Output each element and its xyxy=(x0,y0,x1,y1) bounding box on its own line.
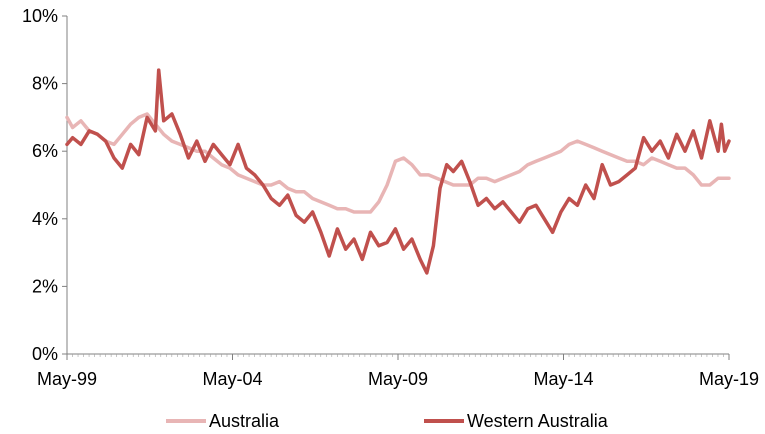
legend: Australia Western Australia xyxy=(166,411,609,431)
y-tick-label: 0% xyxy=(32,344,58,364)
y-tick-label: 10% xyxy=(22,6,58,26)
x-tick-label: May-04 xyxy=(202,369,262,389)
legend-label-western-australia: Western Australia xyxy=(467,411,609,431)
series-line-australia xyxy=(65,112,731,214)
legend-label-australia: Australia xyxy=(209,411,280,431)
y-tick-label: 2% xyxy=(32,276,58,296)
y-tick-label: 4% xyxy=(32,209,58,229)
x-axis: May-99 May-04 May-09 May-14 May-19 xyxy=(37,353,759,389)
x-tick-label: May-99 xyxy=(37,369,97,389)
y-axis: 0% 2% 4% 6% 8% 10% xyxy=(22,6,68,364)
y-tick-label: 6% xyxy=(32,141,58,161)
y-tick-label: 8% xyxy=(32,74,58,94)
series-line-western-australia xyxy=(65,68,731,275)
x-tick-label: May-14 xyxy=(533,369,593,389)
x-tick-label: May-09 xyxy=(368,369,428,389)
x-tick-label: May-19 xyxy=(699,369,759,389)
series-layer xyxy=(65,68,731,275)
